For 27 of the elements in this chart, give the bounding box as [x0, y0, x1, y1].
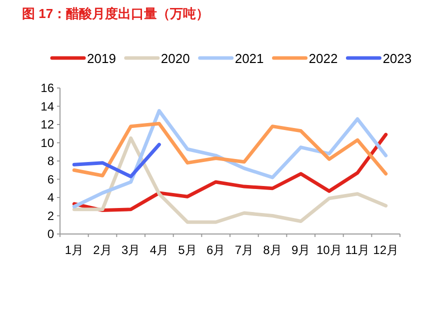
y-tick-label: 14 — [40, 99, 54, 114]
legend-label: 2019 — [87, 51, 116, 66]
x-tick-label: 8月 — [263, 243, 282, 257]
legend-label: 2022 — [308, 51, 338, 66]
x-tick-label: 11月 — [345, 243, 370, 257]
x-tick-label: 5月 — [178, 243, 197, 257]
legend-label: 2020 — [160, 51, 190, 66]
y-tick-label: 10 — [40, 136, 54, 150]
x-tick-label: 2月 — [93, 243, 112, 257]
y-tick-label: 4 — [47, 190, 54, 204]
y-tick-label: 0 — [47, 227, 54, 241]
x-tick-label: 9月 — [291, 243, 310, 257]
x-tick-label: 12月 — [373, 243, 399, 257]
y-tick-label: 8 — [47, 154, 54, 168]
y-tick-label: 16 — [40, 81, 54, 95]
y-tick-label: 12 — [40, 118, 54, 132]
x-tick-label: 6月 — [206, 243, 226, 257]
x-tick-label: 4月 — [150, 243, 169, 257]
chart-title: 图 17：醋酸月度出口量（万吨） — [22, 6, 210, 21]
legend-label: 2023 — [382, 51, 412, 66]
y-tick-label: 2 — [47, 208, 54, 223]
x-tick-label: 10月 — [316, 243, 342, 257]
y-tick-label: 6 — [47, 172, 54, 186]
x-tick-label: 1月 — [64, 243, 84, 257]
x-tick-label: 7月 — [234, 243, 254, 257]
x-tick-label: 3月 — [121, 243, 140, 257]
legend-label: 2021 — [234, 51, 264, 66]
